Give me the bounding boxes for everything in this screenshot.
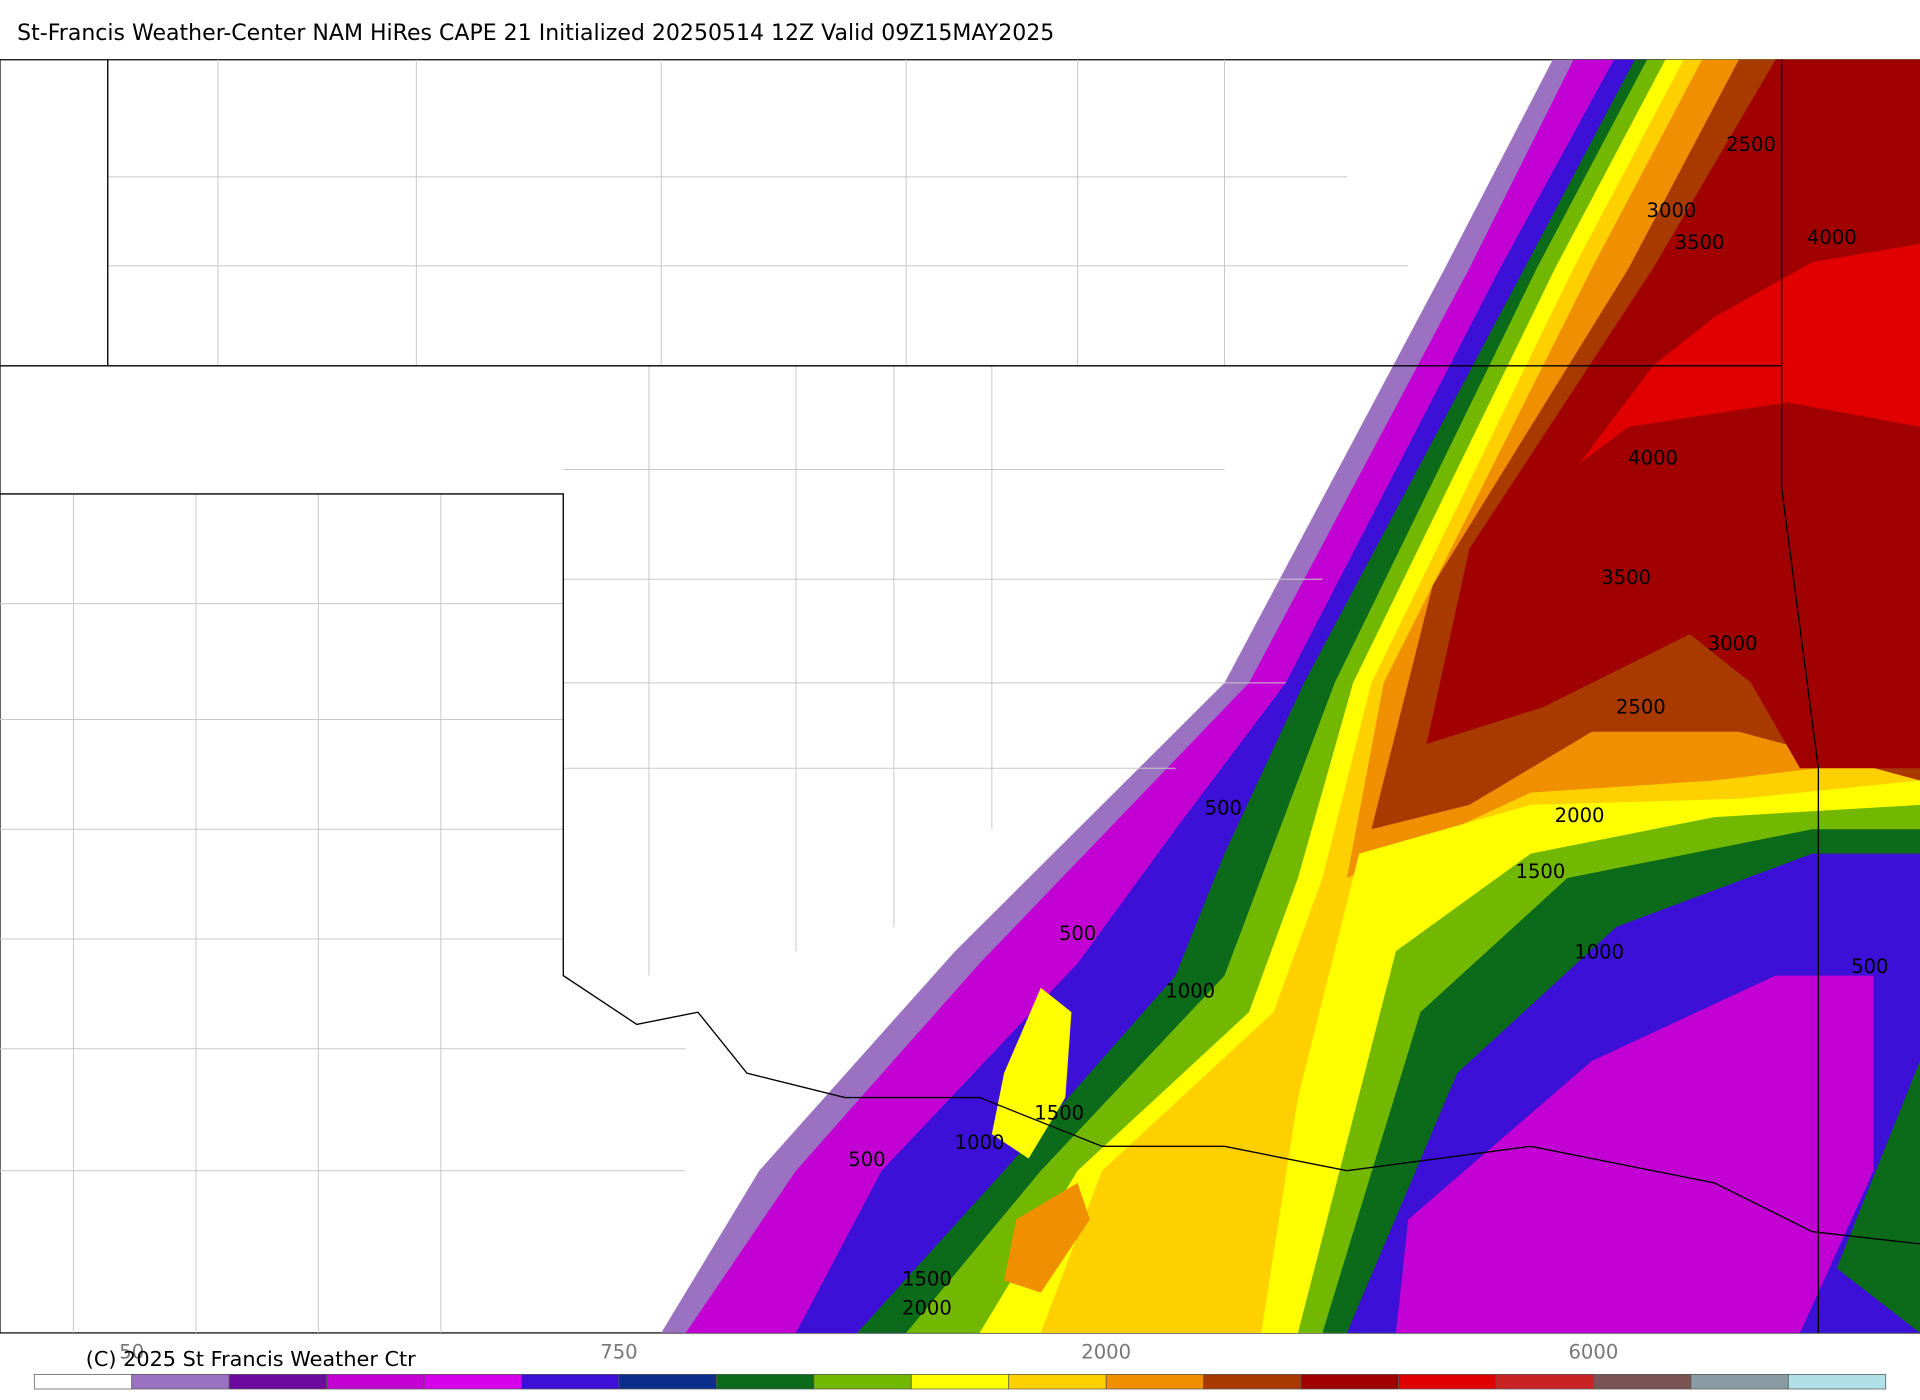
colorbar: 50 750 2000 6000 — [33, 1341, 1887, 1390]
colorbar-swatch — [131, 1374, 230, 1390]
colorbar-swatch — [716, 1374, 815, 1390]
contour-label: 3000 — [1708, 632, 1758, 655]
colorbar-swatch — [326, 1374, 425, 1390]
colorbar-swatch — [910, 1374, 1010, 1390]
colorbar-swatch — [33, 1374, 133, 1390]
colorbar-swatch — [1495, 1374, 1594, 1390]
contour-labels: 2500 3000 3500 4000 4000 3500 3000 2500 2000 1500… — [848, 133, 1888, 1319]
colorbar-swatch — [423, 1374, 522, 1390]
colorbar-swatch — [1690, 1374, 1789, 1390]
contour-label: 3500 — [1675, 231, 1725, 254]
contour-label: 2000 — [1555, 804, 1605, 827]
contour-label: 1500 — [1515, 860, 1565, 883]
contour-label: 1500 — [902, 1267, 952, 1290]
contour-label: 1500 — [1034, 1102, 1084, 1125]
contour-label: 500 — [1205, 797, 1242, 820]
contour-label: 500 — [848, 1148, 885, 1171]
colorbar-swatch — [1008, 1374, 1107, 1390]
contour-label: 4000 — [1807, 226, 1857, 249]
contour-label: 500 — [1851, 955, 1888, 978]
colorbar-swatch — [813, 1374, 912, 1390]
contour-label: 1000 — [1165, 980, 1215, 1003]
colorbar-swatch — [1300, 1374, 1399, 1390]
contour-label: 3500 — [1601, 566, 1651, 589]
contour-label: 1000 — [955, 1131, 1005, 1154]
copyright: (C) 2025 St Francis Weather Ctr — [86, 1347, 416, 1371]
contour-label: 2500 — [1616, 695, 1666, 718]
colorbar-swatch — [228, 1374, 327, 1390]
contour-label: 3000 — [1647, 199, 1697, 222]
colorbar-swatch — [1203, 1374, 1302, 1390]
colorbar-label: 2000 — [1081, 1341, 1131, 1364]
colorbar-swatch — [1105, 1374, 1204, 1390]
colorbar-swatch — [521, 1374, 620, 1390]
contour-label: 1000 — [1574, 941, 1624, 964]
colorbar-swatch — [1593, 1374, 1692, 1390]
contour-label: 500 — [1059, 922, 1096, 945]
colorbar-label: 6000 — [1568, 1341, 1618, 1364]
contour-label: 2000 — [902, 1297, 952, 1320]
map-scaled: St-Francis Weather-Center NAM HiRes CAPE… — [0, 21, 1920, 1390]
colorbar-label: 750 — [600, 1341, 637, 1364]
colorbar-swatch — [1398, 1374, 1497, 1390]
contour-label: 2500 — [1726, 133, 1776, 156]
colorbar-label: 50 — [119, 1341, 144, 1364]
colorbar-swatch — [618, 1374, 717, 1390]
colorbar-swatch — [1787, 1374, 1887, 1390]
map — [0, 59, 1920, 1334]
contour-label: 4000 — [1628, 447, 1678, 470]
title: St-Francis Weather-Center NAM HiRes CAPE… — [17, 21, 1054, 46]
